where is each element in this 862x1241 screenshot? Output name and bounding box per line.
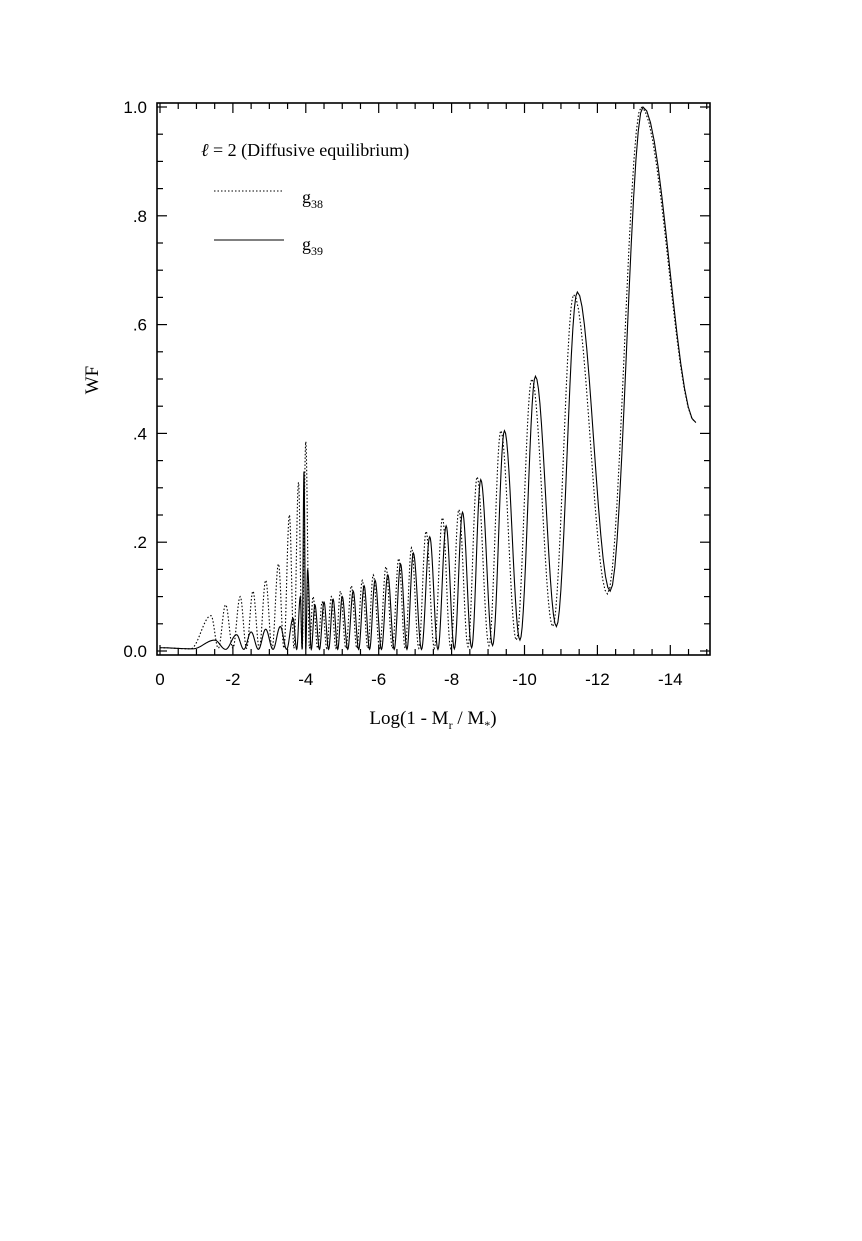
x-axis-title-suffix: ) bbox=[490, 708, 496, 729]
legend: g38 g39 bbox=[214, 187, 323, 258]
series-line-g39 bbox=[159, 105, 697, 651]
y-tick-label: .4 bbox=[133, 424, 147, 443]
x-tick-label: -2 bbox=[225, 670, 240, 689]
x-axis-title-mid: / M bbox=[453, 708, 485, 729]
x-tick-label: -6 bbox=[371, 670, 386, 689]
legend-label-g39: g39 bbox=[302, 234, 323, 258]
x-axis-title-prefix: Log(1 - M bbox=[369, 708, 448, 729]
x-tick-label: -14 bbox=[658, 670, 683, 689]
y-axis-title: WF bbox=[82, 366, 103, 395]
x-tick-label: -10 bbox=[512, 670, 537, 689]
y-tick-label: 1.0 bbox=[123, 98, 147, 117]
legend-g38-main: g bbox=[302, 187, 311, 207]
x-tick-label: 0 bbox=[155, 670, 164, 689]
x-axis-title-sub2: * bbox=[484, 718, 490, 732]
x-tick-label: -8 bbox=[444, 670, 459, 689]
annotation-text: ℓ = 2 (Diffusive equilibrium) bbox=[201, 140, 409, 161]
legend-g39-sub: 39 bbox=[311, 244, 323, 258]
x-tick-label: -12 bbox=[585, 670, 610, 689]
annotation-rest: = 2 (Diffusive equilibrium) bbox=[209, 140, 410, 161]
axis-tick-labels: 0 -2 -4 -6 -8 -10 -12 -14 0.0 .2 .4 .6 .8 1.0 bbox=[123, 98, 682, 689]
y-tick-label: .6 bbox=[133, 316, 147, 335]
y-tick-label: .2 bbox=[133, 533, 147, 552]
y-tick-label: .8 bbox=[133, 207, 147, 226]
x-axis-title-sub1: r bbox=[449, 718, 453, 732]
y-tick-label: 0.0 bbox=[123, 642, 147, 661]
annotation-ell: ℓ bbox=[201, 140, 209, 160]
series-layer bbox=[159, 105, 697, 651]
legend-g39-main: g bbox=[302, 234, 311, 254]
axis-ticks bbox=[157, 103, 710, 655]
series-line-g38 bbox=[159, 106, 697, 651]
plot-frame bbox=[156, 102, 711, 656]
x-tick-label: -4 bbox=[298, 670, 313, 689]
legend-g38-sub: 38 bbox=[311, 197, 323, 211]
x-axis-title: Log(1 - Mr / M*) bbox=[369, 708, 496, 732]
legend-label-g38: g38 bbox=[302, 187, 323, 211]
